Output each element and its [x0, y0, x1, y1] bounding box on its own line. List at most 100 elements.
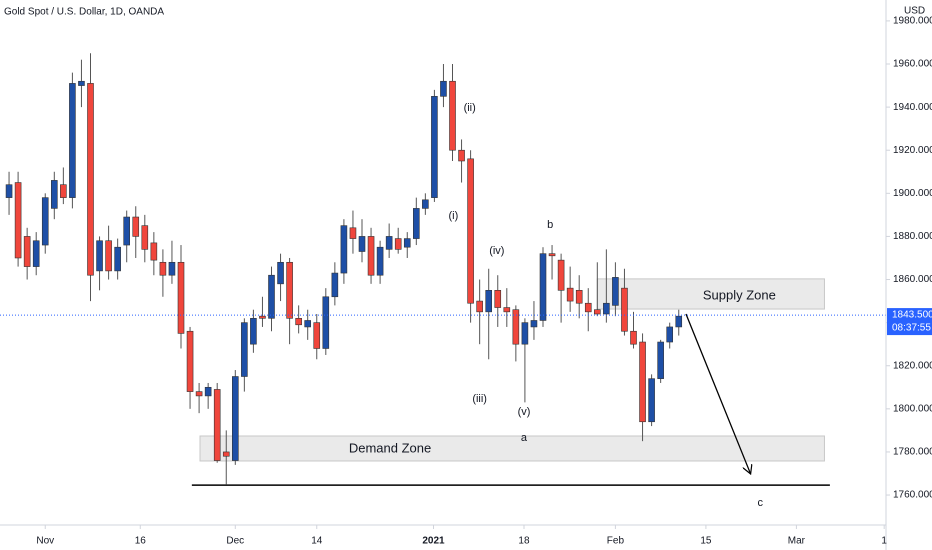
candle-body: [413, 208, 420, 239]
x-tick-label: 2021: [422, 536, 445, 547]
y-tick-label: 1800.000: [893, 403, 932, 414]
candle-body: [295, 318, 302, 326]
candle-body: [467, 158, 474, 304]
zone: [199, 435, 825, 462]
wave-label: a: [521, 432, 528, 444]
x-tick-label: 1: [881, 536, 887, 547]
candle-body: [322, 296, 330, 349]
overlays: Supply Zone Demand Zone (ii) (i) (iv) (iii) (v…: [0, 102, 886, 509]
candle-body: [358, 236, 366, 252]
candle-body: [503, 307, 511, 313]
x-tick-label: 14: [311, 536, 323, 547]
x-tick-label: Feb: [607, 536, 625, 547]
candle-body: [521, 322, 529, 345]
y-tick-label: 1900.000: [893, 188, 932, 199]
candle-body: [630, 330, 637, 345]
y-tick-label: 1940.000: [893, 102, 932, 113]
candle-body: [277, 261, 284, 285]
candle-body: [114, 246, 121, 272]
candle-body: [150, 242, 158, 261]
candle-body: [349, 227, 357, 239]
candle-body: [403, 238, 411, 248]
last-price-label: 1843.500: [892, 310, 932, 321]
candle-body: [259, 315, 266, 319]
candle-body: [530, 320, 538, 328]
candle-body: [96, 240, 103, 272]
y-tick-label: 1920.000: [893, 145, 932, 156]
candle-body: [367, 236, 375, 276]
candle-body: [594, 309, 601, 315]
candle-body: [5, 184, 13, 198]
zone-label: Supply Zone: [703, 287, 776, 302]
candle-body: [159, 261, 167, 276]
wave-label: b: [547, 219, 553, 231]
wave-label: (ii): [464, 102, 476, 114]
candle-body: [177, 261, 185, 334]
candle-body: [123, 216, 131, 246]
zones: [199, 278, 825, 462]
candle-body: [566, 287, 574, 302]
candle-body: [87, 83, 94, 276]
candle-body: [675, 315, 683, 328]
y-tick-label: 1820.000: [893, 360, 932, 371]
candle-body: [304, 320, 312, 328]
candle-body: [575, 290, 583, 304]
candle-body: [168, 261, 176, 276]
candle-body: [584, 302, 592, 313]
candle-body: [657, 341, 664, 379]
candle-body: [385, 236, 393, 250]
candle-body: [14, 182, 22, 259]
candle-body: [431, 96, 438, 198]
candle-body: [603, 302, 610, 315]
candle-body: [331, 272, 339, 298]
candle-body: [51, 180, 58, 209]
y-tick-label: 1960.000: [893, 59, 932, 70]
candle-body: [60, 184, 67, 198]
y-tick-label: 1780.000: [893, 447, 932, 458]
wave-label: c: [757, 497, 763, 509]
candle-body: [69, 83, 76, 198]
candle-body: [476, 300, 483, 313]
candle-body: [621, 287, 628, 332]
candle-body: [78, 80, 85, 86]
candle-body: [222, 451, 230, 457]
candle-body: [458, 149, 465, 162]
candle-body: [186, 330, 194, 392]
candle-body: [612, 277, 619, 306]
candle-body: [286, 261, 293, 319]
candle-body: [232, 376, 239, 461]
candle-body: [32, 240, 40, 267]
candle-body: [376, 246, 384, 276]
candle-body: [512, 309, 520, 345]
candle-body: [204, 386, 212, 397]
candle-body: [666, 326, 674, 343]
candle-body: [195, 391, 203, 397]
candle-body: [449, 80, 456, 151]
x-tick-label: 18: [518, 536, 530, 547]
x-tick-label: Dec: [226, 536, 244, 547]
x-tick-label: Nov: [36, 536, 54, 547]
candle-body: [548, 253, 556, 257]
candle-body: [340, 225, 348, 274]
candle-body: [213, 389, 221, 461]
currency-label: USD: [904, 6, 925, 17]
x-tick-label: 16: [135, 536, 147, 547]
zone-label: Demand Zone: [349, 441, 431, 456]
candle-body: [394, 238, 402, 250]
candle-body: [648, 378, 655, 423]
candle-body: [485, 290, 493, 313]
candle-body: [132, 216, 140, 237]
wave-label: (iii): [472, 393, 487, 405]
wave-label: (i): [449, 210, 459, 222]
candle-body: [241, 322, 248, 377]
candle-body: [494, 290, 502, 308]
candle-body: [639, 341, 646, 423]
candle-body: [105, 240, 112, 272]
candle-body: [268, 274, 275, 319]
chart-title: Gold Spot / U.S. Dollar, 1D, OANDA: [4, 7, 164, 18]
y-tick-label: 1760.000: [893, 490, 932, 501]
candle-body: [422, 199, 429, 209]
zone: [596, 278, 825, 310]
